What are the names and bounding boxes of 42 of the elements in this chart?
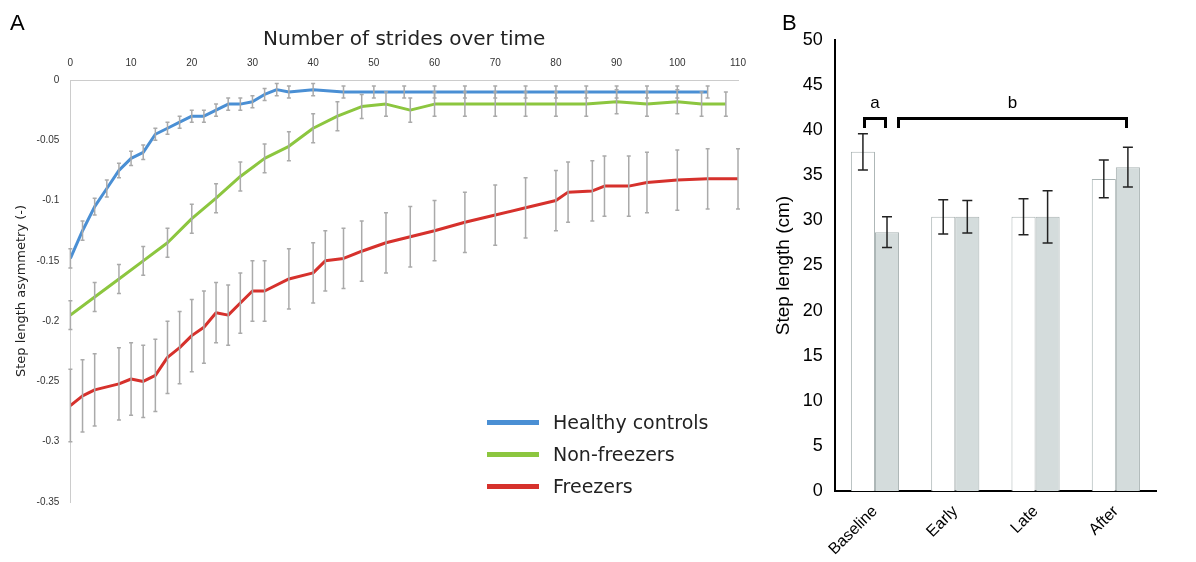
y-axis-title: Step length asymmetry (-) [13,204,29,378]
y-axis-title: Step length (cm) [771,195,793,336]
y-tick-label: 0 [53,73,60,85]
x-tick-label: 20 [186,56,198,68]
y-tick-label: 20 [802,299,823,320]
legend-label: Freezers [553,475,633,497]
x-tick-label: 110 [730,56,747,68]
x-axis-title: Number of strides over time [263,26,546,51]
y-tick-label: -0.1 [42,194,60,206]
x-tick-label: 80 [550,56,562,68]
y-tick-label: -0.05 [36,134,60,146]
y-tick-label: -0.35 [36,495,60,507]
x-tick-label: 70 [489,56,502,68]
y-tick-label: 25 [802,254,823,275]
y-tick-label: 0 [812,479,823,500]
x-tick-label: Late [1006,501,1041,537]
x-tick-label: 60 [428,56,441,68]
y-tick-label: -0.25 [36,375,60,387]
chart-title: B [782,10,797,36]
x-tick-label: 90 [611,56,623,68]
x-tick-label: 50 [368,56,380,68]
y-tick-label: 50 [802,28,823,49]
chart-title: A [10,10,25,36]
y-tick-label: -0.3 [42,435,60,447]
x-tick-label: 0 [67,56,74,68]
y-tick-label: -0.15 [36,254,60,266]
x-tick-label: 40 [307,56,320,68]
y-tick-label: 15 [802,344,823,365]
x-tick-label: 10 [125,56,138,68]
y-tick-label: 30 [802,209,823,230]
y-tick-label: -0.2 [42,314,60,326]
y-tick-label: 45 [802,74,823,95]
legend-label: Healthy controls [553,411,709,433]
annotation: b [1007,92,1018,113]
annotation: a [870,92,880,113]
y-tick-label: 10 [802,389,823,410]
x-tick-label: 100 [668,56,687,68]
y-tick-label: 40 [802,119,823,140]
y-tick-label: 35 [802,164,823,185]
legend-label: Non-freezers [553,443,675,465]
y-tick-label: 5 [812,434,823,455]
x-tick-label: 30 [246,56,259,68]
